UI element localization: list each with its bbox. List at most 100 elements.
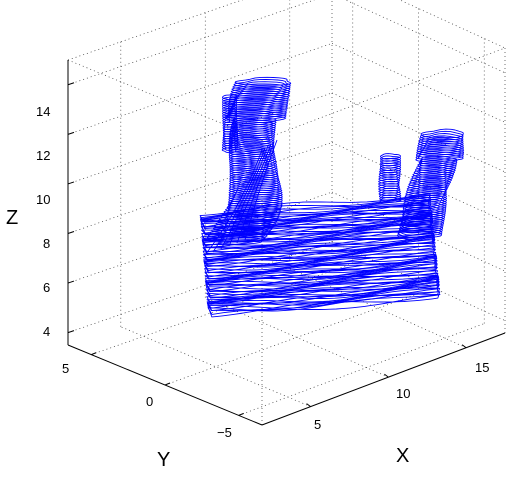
mesh-slice [229, 171, 279, 181]
x-tick [384, 373, 389, 378]
mesh-slice [416, 164, 457, 174]
mesh-slice [229, 125, 276, 135]
mesh-slice [404, 190, 447, 201]
y-gridline [238, 323, 485, 416]
mesh-strut [220, 145, 269, 250]
mesh-slice [229, 168, 279, 179]
x-axis-label: X [396, 445, 409, 467]
mesh-slice [221, 144, 238, 151]
mesh-slice [406, 186, 448, 196]
mesh-slice [227, 200, 283, 210]
mesh-slice [405, 188, 447, 198]
mesh-strut [244, 139, 278, 241]
y-tick [238, 412, 244, 416]
z-tick-label: 14 [36, 104, 50, 119]
x-tick [461, 344, 467, 349]
mesh-strut [212, 147, 266, 253]
mesh-slice [206, 278, 440, 305]
mesh-slice [221, 147, 238, 154]
mesh-slice [203, 236, 436, 267]
mesh-slice [380, 162, 402, 169]
mesh-slice [206, 233, 268, 243]
mesh-slice [223, 131, 239, 138]
mesh-slice [379, 194, 402, 201]
mesh-slice [406, 184, 449, 194]
mesh-slice [398, 225, 443, 236]
z-tick-label: 6 [43, 280, 50, 295]
mesh-slice [222, 96, 238, 103]
y-tick [164, 382, 171, 386]
mesh-slice [397, 228, 443, 238]
mesh-slice [204, 251, 437, 274]
z-tick-label: 8 [43, 236, 50, 251]
z-tick [67, 131, 75, 135]
mesh-slice [203, 235, 435, 261]
mesh-slice [222, 211, 280, 221]
z-axis-label: Z [6, 207, 18, 229]
y-axis-line [67, 344, 263, 426]
mesh-slice [202, 233, 435, 261]
mesh-slice [204, 255, 437, 280]
x-tick-label: 15 [475, 360, 489, 375]
z-gridline [67, 142, 333, 234]
mesh-slice [222, 121, 239, 128]
mesh-slice [205, 263, 438, 293]
y-gridline [164, 293, 419, 386]
z-tick-label: 10 [36, 192, 50, 207]
mesh-slice [207, 231, 270, 241]
mesh-slice [207, 291, 441, 318]
box-edge [261, 47, 506, 141]
mesh-slice [419, 158, 458, 168]
mesh-slice [380, 155, 401, 162]
mesh-slice [230, 123, 276, 133]
z-tick [67, 181, 75, 185]
mesh-slice [419, 133, 464, 143]
z-gridline [344, 0, 506, 74]
y-tick-label: 5 [62, 361, 69, 376]
mesh-slice [379, 165, 402, 172]
mesh-slice [418, 135, 464, 145]
mesh-slice [229, 166, 278, 177]
z-tick [67, 330, 75, 334]
mesh-slice [379, 169, 401, 176]
mesh-slice [222, 94, 238, 101]
x-axis-line [261, 332, 506, 426]
mesh-slice [380, 160, 402, 167]
z-gridline [67, 241, 333, 333]
z-gridline [331, 43, 506, 123]
z-tick [67, 82, 75, 86]
mesh-slice [227, 202, 283, 212]
mesh-slice [379, 167, 402, 174]
mesh-slice [399, 221, 444, 232]
x-tick-label: 5 [314, 417, 321, 432]
mandible-mesh [199, 76, 465, 318]
mesh-strut [204, 149, 263, 256]
mesh-slice [229, 164, 278, 175]
y-tick [91, 352, 97, 356]
mesh-slice [203, 245, 436, 274]
mesh-slice [420, 130, 464, 141]
mesh-slice [205, 260, 438, 286]
mesh-slice [413, 169, 456, 179]
mesh-slice [223, 209, 281, 219]
box-edge [67, 59, 263, 141]
mesh-slice [222, 137, 239, 144]
z-tick-label: 4 [43, 324, 50, 339]
z-gridline [67, 43, 333, 135]
mesh-slice [380, 157, 402, 165]
mesh-slice [206, 276, 439, 305]
mesh-slice [222, 126, 239, 133]
mesh-slice [222, 128, 239, 135]
mesh-slice [398, 223, 444, 234]
x-tick-label: 10 [396, 386, 410, 401]
mesh-slice [234, 76, 292, 86]
z-tick [67, 231, 75, 234]
mesh-slice [207, 287, 441, 312]
mesh-slice [222, 116, 238, 124]
y-tick-label: 0 [146, 394, 153, 409]
mesh-slice [228, 195, 283, 206]
y-axis-label: Y [157, 449, 170, 471]
x-tick [306, 403, 311, 408]
